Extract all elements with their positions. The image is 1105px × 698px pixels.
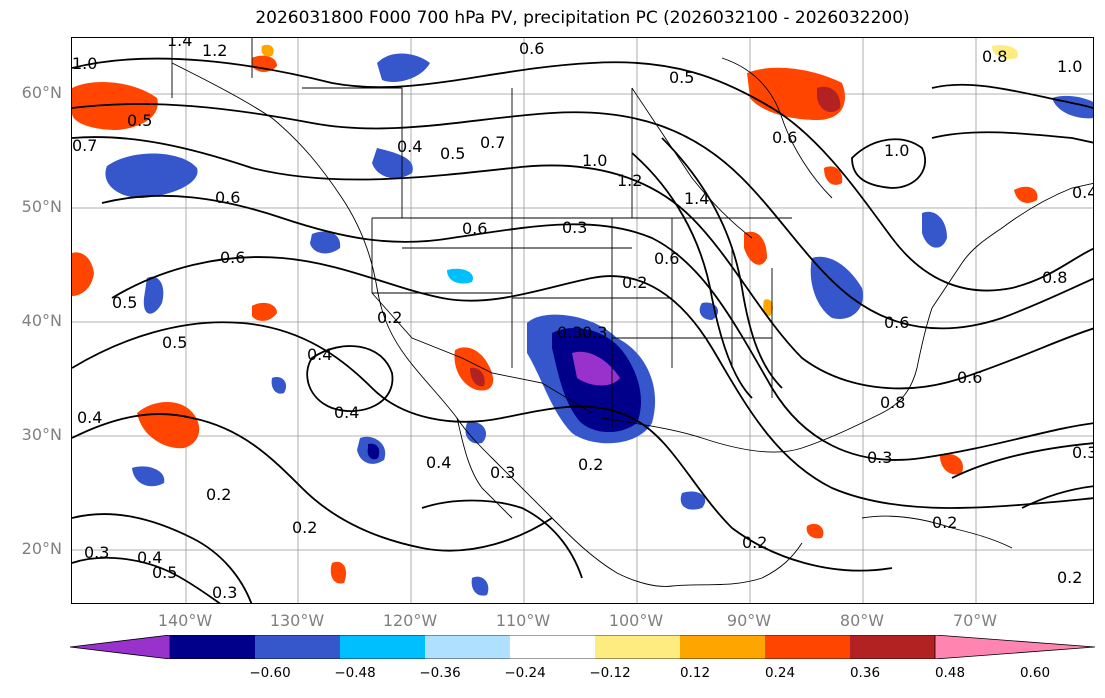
contour-label: 0.2	[292, 518, 317, 537]
contour-label: 1.2	[202, 41, 227, 60]
contour-label: 0.5	[669, 68, 694, 87]
contour-label: 0.4	[334, 403, 359, 422]
colorbar-segment	[70, 635, 171, 659]
coastlines	[171, 38, 1093, 587]
contour-label: 0.6	[772, 128, 797, 147]
colorbar-label: 0.48	[934, 665, 966, 681]
contour-label: 0.2	[578, 455, 603, 474]
map-svg: 1.4 1.2 0.6 1.0 0.8 1.0 0.5 0.7 0.5 0.4 …	[72, 38, 1094, 603]
contour-label: 0.6	[654, 249, 679, 268]
contour-label: 0.6	[519, 39, 544, 58]
contour-label: 0.4	[1072, 183, 1094, 202]
colorbar-segment	[170, 635, 255, 659]
contour-label: 0.2	[742, 533, 767, 552]
contour-label: 0.2	[622, 273, 647, 292]
contour-label: 0.4	[307, 345, 332, 364]
contour-label: 0.4	[77, 408, 102, 427]
lat-label: 50°N	[21, 197, 62, 216]
contour-label: 0.7	[480, 133, 505, 152]
contour-label: 0.5	[127, 111, 152, 130]
contour-label: 0.2	[206, 485, 231, 504]
colorbar-label: −0.12	[589, 665, 631, 681]
contour-label: 0.2	[1057, 568, 1082, 587]
lat-label: 20°N	[21, 539, 62, 558]
colorbar-label: −0.48	[334, 665, 376, 681]
contour-label: 0.3	[562, 218, 587, 237]
contour-label: 1.4	[684, 189, 709, 208]
contour-label: 0.5	[162, 333, 187, 352]
contour-label: 0.8	[982, 47, 1007, 66]
graticule	[72, 38, 1093, 603]
colorbar-segment	[934, 635, 1096, 659]
contour-label: 0.4	[426, 453, 451, 472]
contour-label: 0.3	[867, 448, 892, 467]
colorbar-label: 0.24	[764, 665, 796, 681]
chart-title: 2026031800 F000 700 hPa PV, precipitatio…	[255, 8, 910, 28]
colorbar-segment	[340, 635, 425, 659]
lat-label: 30°N	[21, 425, 62, 444]
contour-label: 0.3	[84, 543, 109, 562]
lon-label: 100°W	[608, 611, 664, 630]
contour-labels: 1.4 1.2 0.6 1.0 0.8 1.0 0.5 0.7 0.5 0.4 …	[72, 38, 1094, 602]
contour-label: 0.6	[884, 313, 909, 332]
lon-label: 80°W	[839, 611, 885, 630]
contour-label: 0.6	[220, 248, 245, 267]
contour-label: 0.8	[880, 393, 905, 412]
contour-label: 0.2	[377, 308, 402, 327]
lat-label: 60°N	[21, 83, 62, 102]
contour-label: 0.4	[137, 548, 162, 567]
colorbar-segment	[510, 635, 595, 659]
contour-label: 0.3	[212, 583, 237, 602]
colorbar-segment	[425, 635, 510, 659]
contour-label: 0.3	[490, 463, 515, 482]
colorbar-segment	[255, 635, 340, 659]
lon-label: 90°W	[726, 611, 772, 630]
precip-patches	[72, 44, 1093, 596]
colorbar-label: −0.24	[504, 665, 546, 681]
contour-label: 1.2	[617, 171, 642, 190]
contour-label: 1.0	[72, 54, 97, 73]
lon-label: 140°W	[157, 611, 213, 630]
contour-label: 0.3	[1072, 443, 1094, 462]
contour-label: 1.4	[167, 38, 192, 50]
pv-contours	[72, 57, 1093, 603]
colorbar	[70, 635, 1096, 659]
colorbar-label: −0.36	[419, 665, 461, 681]
lon-label: 70°W	[952, 611, 998, 630]
contour-label: 0.6	[957, 368, 982, 387]
contour-label: 0.3	[557, 323, 582, 342]
contour-label: 0.5	[112, 293, 137, 312]
colorbar-label: −0.60	[249, 665, 291, 681]
colorbar-segment	[850, 635, 935, 659]
colorbar-label: 0.12	[679, 665, 711, 681]
contour-label: 0.5	[440, 144, 465, 163]
lat-label: 40°N	[21, 311, 62, 330]
colorbar-segment	[595, 635, 680, 659]
contour-label: 1.0	[884, 141, 909, 160]
lon-label: 130°W	[269, 611, 325, 630]
contour-label: 0.5	[152, 563, 177, 582]
colorbar-segment	[680, 635, 765, 659]
contour-label: 0.6	[215, 188, 240, 207]
colorbar-segment	[765, 635, 850, 659]
lon-label: 120°W	[382, 611, 438, 630]
contour-label: 0.4	[397, 137, 422, 156]
lon-label: 110°W	[495, 611, 551, 630]
contour-label: 0.3	[582, 323, 607, 342]
colorbar-label: 0.60	[1019, 665, 1051, 681]
contour-label: 1.0	[1057, 57, 1082, 76]
map-panel: 1.4 1.2 0.6 1.0 0.8 1.0 0.5 0.7 0.5 0.4 …	[71, 37, 1094, 604]
colorbar-label: 0.36	[849, 665, 881, 681]
contour-label: 0.8	[1042, 268, 1067, 287]
contour-label: 1.0	[582, 151, 607, 170]
contour-label: 0.6	[462, 219, 487, 238]
contour-label: 0.2	[932, 513, 957, 532]
contour-label: 0.7	[72, 136, 97, 155]
